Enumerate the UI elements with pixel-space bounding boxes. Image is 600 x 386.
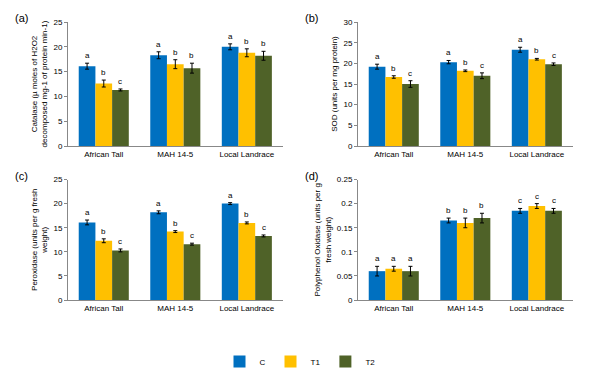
svg-text:0: 0	[348, 142, 353, 151]
svg-text:0.15: 0.15	[337, 224, 353, 233]
svg-text:a: a	[85, 208, 90, 217]
svg-text:a: a	[228, 191, 233, 200]
svg-text:b: b	[244, 37, 249, 46]
svg-text:T2: T2	[365, 358, 375, 367]
svg-text:Peroxidase (units per g freshw: Peroxidase (units per g freshweight)	[30, 189, 49, 291]
svg-text:25: 25	[53, 175, 62, 184]
svg-text:5: 5	[348, 121, 353, 130]
svg-text:0: 0	[58, 296, 63, 305]
svg-text:10: 10	[53, 248, 62, 257]
svg-text:20: 20	[53, 43, 62, 52]
svg-text:MAH 14-5: MAH 14-5	[157, 304, 194, 313]
svg-text:African Tall: African Tall	[84, 304, 123, 313]
svg-text:b: b	[173, 219, 178, 228]
svg-text:c: c	[535, 192, 539, 201]
svg-text:b: b	[463, 206, 468, 215]
svg-text:c: c	[480, 61, 484, 70]
svg-text:b: b	[534, 46, 539, 55]
svg-text:0.05: 0.05	[337, 272, 353, 281]
svg-text:a: a	[375, 254, 380, 263]
svg-text:5: 5	[58, 117, 63, 126]
svg-text:c: c	[190, 231, 194, 240]
svg-text:Catalase (µ moles of H2O2decom: Catalase (µ moles of H2O2decomposed mg-1…	[30, 20, 49, 147]
svg-text:c: c	[408, 69, 412, 78]
svg-text:b: b	[391, 64, 396, 73]
svg-text:b: b	[463, 58, 468, 67]
svg-text:Polyphenol Oxidase (units per: Polyphenol Oxidase (units per gfresh wei…	[313, 183, 332, 296]
svg-text:Local Landrace: Local Landrace	[219, 150, 274, 159]
svg-text:c: c	[262, 223, 266, 232]
svg-text:15: 15	[53, 67, 62, 76]
svg-text:C: C	[260, 358, 266, 367]
svg-text:a: a	[156, 40, 161, 49]
svg-text:a: a	[446, 48, 451, 57]
svg-text:0: 0	[58, 142, 63, 151]
svg-text:b: b	[261, 39, 266, 48]
svg-text:c: c	[552, 51, 556, 60]
svg-text:African Tall: African Tall	[84, 150, 123, 159]
svg-text:c: c	[118, 237, 122, 246]
svg-text:a: a	[518, 35, 523, 44]
svg-text:c: c	[118, 77, 122, 86]
svg-text:a: a	[375, 52, 380, 61]
svg-text:20: 20	[53, 199, 62, 208]
svg-text:b: b	[101, 227, 106, 236]
svg-text:b: b	[446, 206, 451, 215]
svg-text:10: 10	[343, 100, 352, 109]
svg-text:a: a	[391, 254, 396, 263]
svg-text:0: 0	[348, 296, 353, 305]
svg-text:0.2: 0.2	[341, 199, 353, 208]
svg-text:African Tall: African Tall	[374, 304, 413, 313]
svg-text:0.1: 0.1	[341, 248, 353, 257]
svg-text:b: b	[244, 210, 249, 219]
svg-text:(a): (a)	[15, 12, 28, 24]
svg-text:African Tall: African Tall	[374, 150, 413, 159]
svg-text:5: 5	[58, 272, 63, 281]
svg-text:10: 10	[53, 92, 62, 101]
svg-text:25: 25	[53, 18, 62, 27]
svg-text:b: b	[101, 68, 106, 77]
svg-text:Local Landrace: Local Landrace	[219, 304, 274, 313]
svg-text:MAH 14-5: MAH 14-5	[447, 150, 484, 159]
svg-text:T1: T1	[311, 358, 321, 367]
svg-text:SOD (units per mg protein): SOD (units per mg protein)	[330, 36, 339, 132]
svg-text:(b): (b)	[305, 12, 318, 24]
svg-text:Local Landrace: Local Landrace	[509, 304, 564, 313]
svg-text:(d): (d)	[305, 170, 318, 182]
svg-text:b: b	[479, 201, 484, 210]
svg-text:a: a	[156, 199, 161, 208]
svg-text:20: 20	[343, 59, 352, 68]
svg-text:MAH 14-5: MAH 14-5	[447, 304, 484, 313]
svg-text:(c): (c)	[15, 170, 28, 182]
svg-text:a: a	[85, 51, 90, 60]
svg-text:b: b	[173, 48, 178, 57]
svg-text:b: b	[189, 51, 194, 60]
svg-text:25: 25	[343, 39, 352, 48]
svg-text:15: 15	[343, 80, 352, 89]
svg-text:a: a	[408, 254, 413, 263]
svg-text:c: c	[518, 196, 522, 205]
svg-text:15: 15	[53, 224, 62, 233]
svg-text:0.25: 0.25	[337, 175, 353, 184]
svg-text:MAH 14-5: MAH 14-5	[157, 150, 194, 159]
svg-text:Local Landrace: Local Landrace	[509, 150, 564, 159]
svg-text:c: c	[552, 196, 556, 205]
svg-text:a: a	[228, 32, 233, 41]
svg-text:30: 30	[343, 18, 352, 27]
